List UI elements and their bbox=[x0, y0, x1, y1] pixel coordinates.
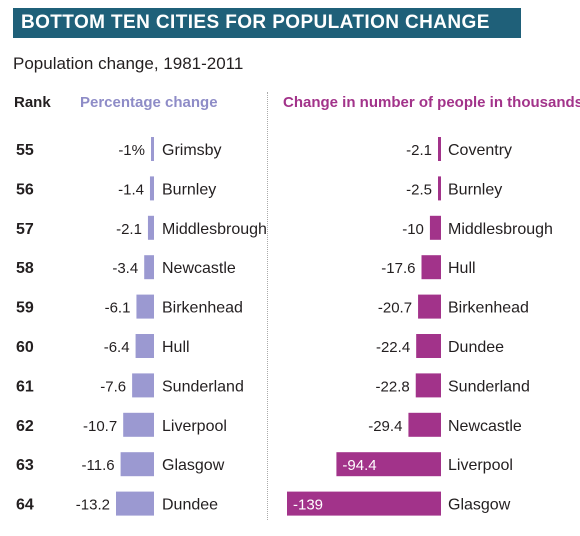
percentage-city-label: Birkenhead bbox=[162, 300, 243, 317]
percentage-value-label: -6.4 bbox=[104, 339, 130, 356]
number-bar bbox=[416, 334, 441, 358]
percentage-value-label: -6.1 bbox=[105, 300, 131, 317]
number-city-label: Middlesbrough bbox=[448, 221, 553, 238]
number-bar bbox=[418, 294, 441, 319]
number-value-label: -2.1 bbox=[406, 142, 432, 159]
percentage-city-label: Liverpool bbox=[162, 418, 227, 435]
percentage-value-label: -7.6 bbox=[100, 378, 126, 395]
number-bar bbox=[287, 491, 441, 516]
number-bar bbox=[429, 215, 441, 240]
percentage-value-label: -10.7 bbox=[83, 418, 117, 435]
percentage-value-label: -2.1 bbox=[116, 221, 142, 238]
percentage-city-label: Glasgow bbox=[162, 457, 225, 474]
number-value-label: -94.4 bbox=[342, 457, 376, 474]
percentage-bar bbox=[144, 255, 154, 280]
rank-label: 56 bbox=[16, 181, 34, 198]
rank-label: 63 bbox=[16, 457, 34, 474]
number-value-label: -22.8 bbox=[376, 378, 410, 395]
percentage-bar bbox=[120, 452, 154, 477]
number-city-label: Birkenhead bbox=[448, 300, 529, 317]
chart-title: BOTTOM TEN CITIES FOR POPULATION CHANGE bbox=[13, 8, 521, 38]
percentage-bar bbox=[147, 215, 154, 240]
number-bar bbox=[421, 255, 441, 280]
number-value-label: -2.5 bbox=[406, 181, 432, 198]
percentage-city-label: Sunderland bbox=[162, 378, 244, 395]
percentage-value-label: -13.2 bbox=[76, 497, 110, 514]
number-city-label: Sunderland bbox=[448, 378, 530, 395]
number-city-label: Coventry bbox=[448, 142, 512, 159]
number-value-label: -29.4 bbox=[368, 418, 402, 435]
percentage-bar bbox=[116, 491, 154, 516]
percentage-header: Percentage change bbox=[80, 94, 218, 111]
percentage-bar bbox=[136, 294, 154, 319]
number-bar bbox=[415, 373, 441, 398]
chart-subtitle: Population change, 1981-2011 bbox=[13, 54, 244, 73]
rank-label: 60 bbox=[16, 339, 34, 356]
number-bar bbox=[336, 452, 441, 477]
rank-label: 58 bbox=[16, 260, 34, 277]
rank-label: 61 bbox=[16, 378, 34, 395]
percentage-bar bbox=[151, 137, 154, 161]
number-city-label: Glasgow bbox=[448, 497, 511, 514]
percentage-city-label: Burnley bbox=[162, 181, 216, 198]
percentage-bar bbox=[149, 176, 154, 201]
percentage-bar bbox=[123, 412, 154, 437]
number-header: Change in number of people in thousands bbox=[283, 94, 580, 111]
percentage-city-label: Hull bbox=[162, 339, 190, 356]
number-value-label: -17.6 bbox=[381, 260, 415, 277]
percentage-city-label: Grimsby bbox=[162, 142, 222, 159]
number-city-label: Hull bbox=[448, 260, 476, 277]
percentage-city-label: Dundee bbox=[162, 497, 218, 514]
number-value-label: -10 bbox=[402, 221, 424, 238]
number-value-label: -139 bbox=[293, 497, 323, 514]
percentage-value-label: -3.4 bbox=[112, 260, 138, 277]
percentage-bar bbox=[135, 334, 154, 358]
percentage-value-label: -11.6 bbox=[82, 457, 115, 474]
rank-label: 62 bbox=[16, 418, 34, 435]
number-value-label: -20.7 bbox=[378, 300, 412, 317]
number-city-label: Dundee bbox=[448, 339, 504, 356]
number-city-label: Liverpool bbox=[448, 457, 513, 474]
percentage-value-label: -1.4 bbox=[118, 181, 144, 198]
percentage-value-label: -1% bbox=[118, 142, 145, 159]
number-bar bbox=[408, 412, 441, 437]
percentage-city-label: Newcastle bbox=[162, 260, 236, 277]
number-bar bbox=[438, 176, 441, 201]
rank-label: 55 bbox=[16, 142, 34, 159]
rank-label: 57 bbox=[16, 221, 34, 238]
number-city-label: Burnley bbox=[448, 181, 502, 198]
rank-label: 59 bbox=[16, 300, 34, 317]
panel-divider bbox=[267, 92, 268, 520]
number-bar bbox=[438, 137, 441, 161]
rank-label: 64 bbox=[16, 497, 34, 514]
percentage-bar bbox=[132, 373, 154, 398]
number-value-label: -22.4 bbox=[376, 339, 410, 356]
percentage-city-label: Middlesbrough bbox=[162, 221, 267, 238]
number-city-label: Newcastle bbox=[448, 418, 522, 435]
rank-header: Rank bbox=[14, 94, 51, 111]
